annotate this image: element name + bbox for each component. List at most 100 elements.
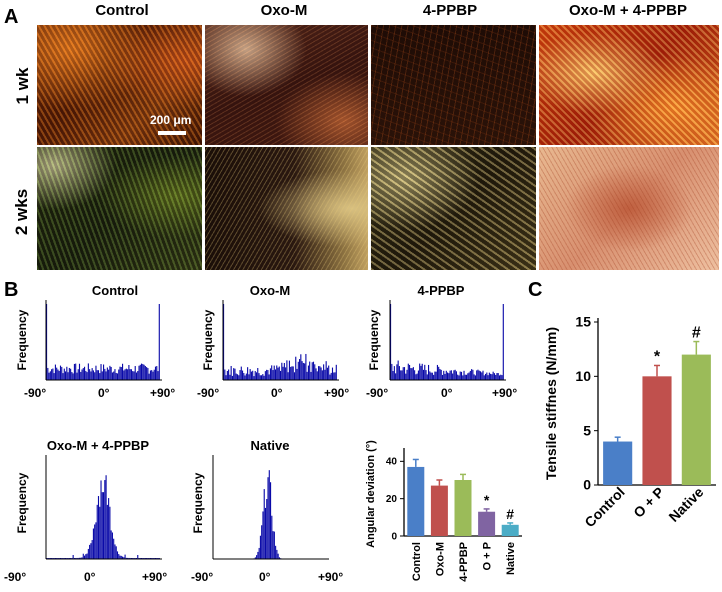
- histogram-bar: [66, 557, 68, 559]
- column-title-oxo-m: Oxo-M: [260, 2, 308, 19]
- histogram-bar: [490, 373, 492, 380]
- histogram-bar: [462, 375, 464, 380]
- histogram-bar: [282, 366, 284, 380]
- histogram-title-control: Control: [91, 283, 139, 298]
- histogram-bar: [139, 364, 141, 380]
- histogram-bar: [138, 557, 140, 559]
- histogram-bar: [258, 373, 260, 380]
- histogram-bar: [486, 372, 488, 380]
- histogram-bar: [474, 375, 476, 380]
- histogram-bar: [467, 373, 469, 380]
- histogram-bar: [129, 557, 131, 559]
- histogram-bar: [48, 372, 50, 380]
- histogram-bar: [114, 544, 116, 559]
- histogram-bar: [76, 372, 78, 380]
- histogram-bar: [225, 375, 227, 380]
- histogram-bar: [305, 353, 307, 380]
- histogram-bar: [483, 375, 485, 380]
- histogram-bar: [110, 530, 112, 559]
- histogram-bar: [125, 368, 127, 380]
- histogram-bar: [97, 370, 100, 380]
- x-tick-neg90: -90°: [366, 386, 389, 400]
- histogram-bar: [301, 361, 303, 380]
- histogram-bar: [409, 364, 411, 380]
- micrograph-4ppbp-2wks: [371, 147, 536, 270]
- histogram-bar: [273, 365, 275, 380]
- histogram-bar: [415, 374, 417, 380]
- x-tick-pos90: +90°: [324, 386, 350, 400]
- micrograph-control-1wk: [37, 25, 202, 145]
- panel-c-letter: C: [528, 279, 543, 301]
- histogram-bar: [85, 554, 87, 559]
- histogram-bar: [223, 304, 225, 380]
- histogram-bar: [273, 531, 275, 559]
- histogram-bar: [109, 506, 111, 559]
- histogram-bar: [129, 369, 131, 380]
- x-tick-0: 0°: [441, 386, 453, 400]
- histogram-bar: [481, 372, 483, 380]
- histogram-bar: [125, 557, 127, 559]
- histogram-bar: [307, 365, 309, 380]
- histogram-bar: [445, 370, 447, 380]
- x-tick-label: 4-PPBP: [458, 542, 470, 582]
- histogram-bar: [485, 373, 487, 380]
- histogram-bar: [71, 557, 73, 559]
- histogram-bar: [95, 365, 97, 380]
- histogram-bar: [87, 548, 89, 559]
- histogram-bar: [147, 368, 149, 380]
- histogram-bar: [80, 557, 82, 559]
- histogram-bar: [277, 553, 279, 559]
- histogram-bar: [272, 370, 274, 380]
- histogram-bar: [137, 371, 139, 380]
- x-tick-neg90: -90°: [197, 386, 220, 400]
- histogram-bar: [124, 554, 126, 559]
- histogram-bar: [478, 370, 480, 380]
- histogram-bar: [306, 371, 308, 380]
- histogram-bar: [230, 365, 232, 380]
- histogram-bar: [257, 551, 259, 559]
- histogram-bar: [122, 556, 124, 559]
- histogram-bar: [500, 374, 502, 380]
- histogram-bar: [106, 367, 108, 380]
- histogram-bar: [78, 557, 81, 559]
- histogram-bar: [266, 499, 268, 559]
- histogram-bar: [258, 547, 260, 559]
- histogram-bar: [400, 370, 402, 380]
- histogram-bar: [471, 369, 473, 380]
- histogram-bar: [498, 375, 501, 380]
- histogram-bar: [501, 375, 503, 380]
- histogram-bar: [75, 557, 77, 559]
- histogram-title-combo: Oxo-M + 4-PPBP: [46, 438, 150, 453]
- histogram-bar: [84, 366, 86, 380]
- histogram-bar: [61, 366, 63, 380]
- histogram-bar: [135, 557, 138, 559]
- histogram-bar: [434, 371, 436, 380]
- histogram-native: [212, 455, 329, 560]
- histogram-bar: [458, 375, 460, 380]
- histogram-bar: [81, 369, 83, 380]
- histogram-ylabel: Frequency: [367, 309, 381, 371]
- histogram-bar: [398, 366, 400, 380]
- histogram-bar: [262, 511, 264, 559]
- histogram-bar: [488, 372, 490, 380]
- histogram-bar: [479, 371, 482, 380]
- histogram-bar: [68, 557, 70, 559]
- histogram-bar: [464, 374, 466, 380]
- histogram-bar: [154, 366, 157, 380]
- histogram-bar: [300, 354, 302, 380]
- histogram-bar: [49, 371, 51, 380]
- histogram-bar: [254, 557, 256, 559]
- y-tick-label: 15: [575, 314, 591, 330]
- histogram-bar: [468, 372, 470, 380]
- histogram-bar: [92, 370, 94, 380]
- histogram-bar: [132, 557, 134, 559]
- histogram-bar: [457, 374, 459, 380]
- histogram-bar: [133, 371, 135, 380]
- histogram-bar: [101, 371, 103, 380]
- histogram-bar: [276, 549, 278, 559]
- histogram-bar: [328, 365, 330, 380]
- histogram-bar: [94, 524, 96, 559]
- histogram-bar: [448, 373, 450, 380]
- histogram-bar: [105, 371, 107, 380]
- histogram-bar: [256, 555, 258, 559]
